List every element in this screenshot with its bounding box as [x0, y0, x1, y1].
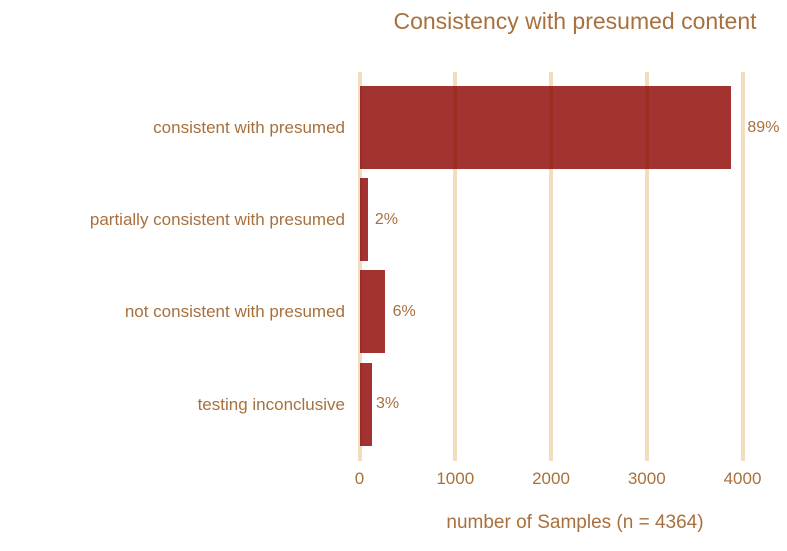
category-label: consistent with presumed	[153, 118, 345, 137]
gridline-over-bar	[644, 86, 649, 169]
category-label: not consistent with presumed	[124, 302, 345, 322]
percent-label: 2%	[374, 210, 398, 228]
gridline-over-bar	[453, 86, 458, 169]
bar	[359, 86, 732, 169]
x-tick-label: 2000	[532, 469, 570, 488]
x-tick-label: 0	[354, 469, 365, 488]
gridline-over-bar	[549, 86, 553, 169]
bar	[359, 178, 368, 262]
x-tick-label: 1000	[436, 469, 475, 488]
bar	[359, 270, 385, 354]
gridline-over-bar	[359, 362, 362, 446]
percent-label: 6%	[392, 302, 416, 320]
gridline-over-bar	[359, 86, 362, 169]
percent-label: 3%	[376, 395, 400, 412]
gridline	[453, 72, 458, 461]
gridline-over-bar	[359, 270, 362, 354]
gridline	[740, 72, 745, 461]
gridline	[644, 72, 649, 461]
bar	[359, 362, 373, 446]
gridline	[357, 72, 362, 461]
percent-label: 89%	[747, 118, 780, 136]
x-axis-title: number of Samples (n = 4364)	[446, 512, 704, 533]
chart-title: Consistency with presumed content	[393, 8, 757, 34]
x-tick-label: 4000	[723, 469, 762, 488]
x-tick-label: 3000	[627, 469, 666, 488]
gridline-over-bar	[359, 178, 362, 262]
category-label: testing inconclusive	[197, 394, 345, 414]
category-label: partially consistent with presumed	[89, 210, 345, 230]
gridline	[549, 72, 553, 461]
